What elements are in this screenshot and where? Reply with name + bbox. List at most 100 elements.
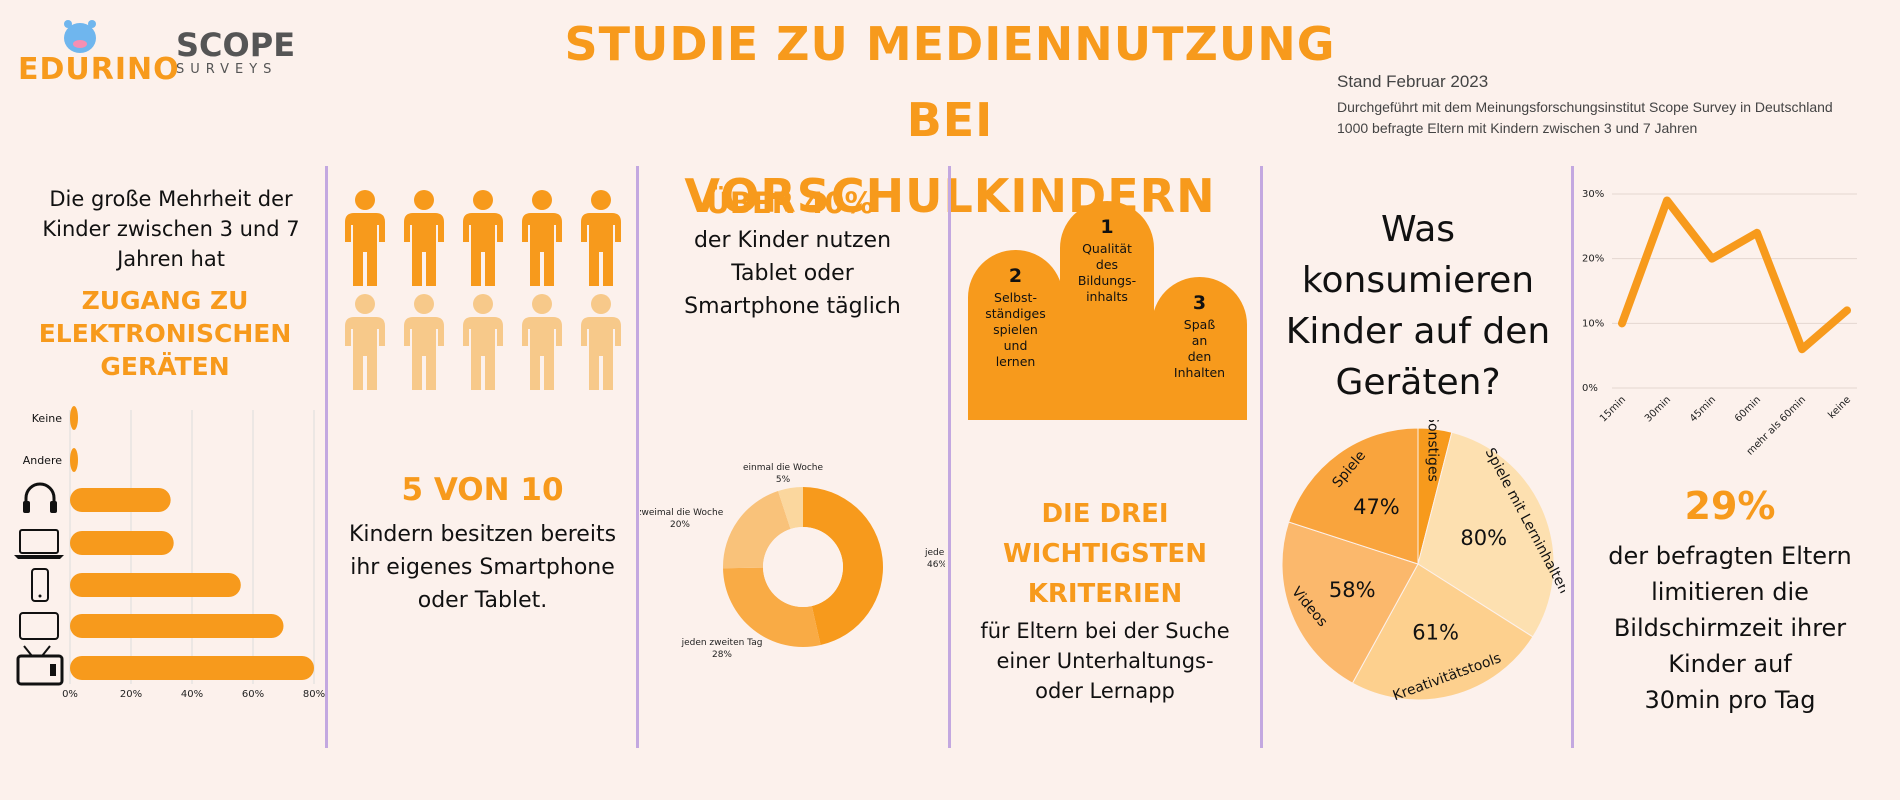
study-meta: Stand Februar 2023 Durchgeführt mit dem …: [1337, 72, 1833, 139]
panel5-question: Was konsumieren Kinder auf den Geräten?: [1285, 209, 1551, 403]
panel6-text-line-1: der befragten Eltern limitieren die Bild…: [1608, 542, 1852, 678]
person-icon: [404, 190, 444, 286]
panel3-highlight: ÜBER 40%: [706, 186, 874, 220]
person-icon: [463, 294, 503, 390]
panel1-highlight: ZUGANG ZU ELEKTRONISCHEN GERÄTEN: [38, 286, 292, 381]
divider-4: [1260, 166, 1263, 748]
divider-1: [325, 166, 328, 748]
person-icon: [345, 294, 385, 390]
tablet-icon: [19, 612, 59, 640]
edurino-logo: EDURINO: [16, 16, 179, 87]
people-icon-grid: [345, 190, 621, 390]
person-icon: [463, 190, 503, 286]
slice-value: 46%: [927, 560, 945, 570]
podium-label-line: des: [1096, 257, 1118, 272]
laptop-icon: [14, 529, 64, 559]
podium-label-line: an: [1192, 333, 1208, 348]
x-tick-label: 30min: [1643, 394, 1673, 424]
person-icon: [404, 294, 444, 390]
donut-slice: [723, 567, 821, 647]
podium-label-line: Spaß: [1184, 317, 1216, 332]
line-point: [1711, 257, 1713, 260]
pie-value-label: 58%: [1329, 578, 1376, 602]
podium-step: [1152, 277, 1247, 420]
pie-value-label: 61%: [1412, 620, 1459, 644]
divider-3: [948, 166, 951, 748]
podium-base: [968, 395, 1247, 420]
headphones-icon: [23, 482, 57, 513]
meta-date: Stand Februar 2023: [1337, 72, 1489, 91]
title-line-1: Studie zu Mediennutzung bei: [564, 17, 1336, 147]
podium-rank: 2: [1009, 265, 1022, 287]
panel4-highlight: DIE DREI WICHTIGSTEN KRITERIEN: [1003, 499, 1207, 609]
slice-label: einmal die Woche: [743, 463, 824, 473]
pie-slice: [1288, 427, 1419, 565]
panel2-text: Kindern besitzen bereits ihr eigenes Sma…: [348, 522, 617, 613]
category-label: Keine: [32, 412, 62, 425]
podium-label-line: Bildungs-: [1078, 273, 1136, 288]
slice-label: jeden zweiten Tag: [681, 638, 763, 648]
podium-label-line: inhalts: [1086, 289, 1128, 304]
tv-icon: [16, 645, 64, 686]
line-point: [1621, 322, 1623, 325]
slice-value: 20%: [670, 520, 690, 530]
person-icon: [581, 294, 621, 390]
podium-rank: 3: [1193, 292, 1206, 314]
line-point: [1801, 348, 1803, 351]
bar: [70, 531, 174, 555]
x-tick-label: 15min: [1598, 394, 1628, 424]
surveys-logo-text: SURVEYS: [176, 62, 278, 77]
edurino-logo-text: EDURINO: [18, 52, 180, 87]
meta-line-2: 1000 befragte Eltern mit Kindern zwische…: [1337, 120, 1698, 136]
slice-value: 28%: [712, 650, 732, 660]
podium-label-line: Inhalten: [1174, 365, 1225, 380]
y-tick-label: 30%: [1582, 189, 1604, 200]
podium-label-line: spielen: [993, 322, 1038, 337]
category-label: Andere: [23, 454, 63, 467]
scope-logo-text: SCOPE: [176, 26, 296, 64]
bar: [70, 448, 78, 472]
x-tick-label: keine: [1826, 394, 1853, 421]
podium-step: [1060, 201, 1154, 420]
podium-step: [968, 250, 1063, 420]
podium-label-line: Qualität: [1082, 241, 1132, 256]
person-icon: [522, 294, 562, 390]
podium-label-line: und: [1004, 338, 1028, 353]
donut-slice: [803, 487, 884, 646]
podium-label-line: den: [1188, 349, 1212, 364]
podium-rank: 1: [1100, 216, 1113, 238]
person-icon: [581, 190, 621, 286]
usage-frequency-donut: jeden Tag 46% jeden zweiten Tag 28% zweimal …: [640, 463, 945, 660]
bar: [70, 488, 171, 512]
pie-slice: [1281, 521, 1419, 684]
scope-surveys-logo: SCOPE SURVEYS: [176, 28, 295, 77]
panel4-text: für Eltern bei der Suche einer Unterhalt…: [980, 619, 1230, 703]
divider-5: [1571, 166, 1574, 748]
series-line: [1618, 196, 1851, 354]
pie-value-label: 47%: [1353, 495, 1400, 519]
panel6-highlight: 29%: [1684, 484, 1776, 528]
line-point: [1846, 309, 1848, 312]
line-point: [1666, 199, 1668, 202]
divider-2: [636, 166, 639, 748]
y-tick-label: 20%: [1582, 254, 1604, 265]
page-title: Studie zu Mediennutzung bei Vorschulkind…: [560, 6, 1340, 234]
x-tick-label: 60%: [242, 689, 264, 700]
meta-line-1: Durchgeführt mit dem Meinungsforschungsi…: [1337, 99, 1833, 115]
slice-value: 5%: [776, 475, 791, 485]
x-tick-label: 40%: [181, 689, 203, 700]
bar: [70, 614, 284, 638]
bar: [70, 406, 78, 430]
slice-label: zweimal die Woche: [640, 508, 724, 518]
pie-category-label: Sonstiges: [1425, 420, 1441, 482]
line-point: [1756, 231, 1758, 234]
donut-slice: [723, 490, 791, 569]
panel1-intro: Die große Mehrheit der Kinder zwischen 3…: [42, 187, 300, 271]
panel6-text: der befragten Eltern limitieren die Bild…: [1590, 538, 1870, 718]
x-tick-label: 60min: [1733, 394, 1763, 424]
panel3-text: der Kinder nutzen Tablet oder Smartphone…: [684, 228, 901, 319]
pie-slice: [1351, 563, 1534, 701]
